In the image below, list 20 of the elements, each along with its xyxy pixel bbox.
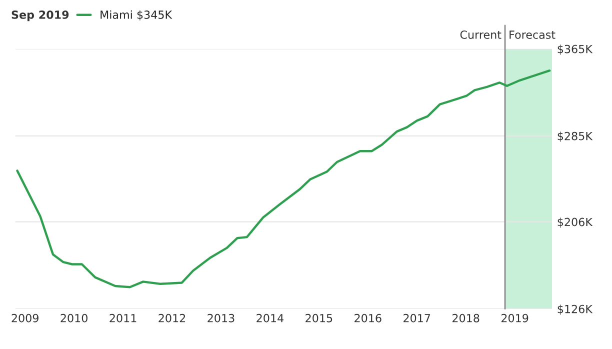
y-tick-label: $126K (558, 304, 593, 315)
x-tick-label: 2011 (110, 314, 136, 322)
legend-label: Miami $345K (100, 10, 172, 20)
x-tick-label: 2010 (60, 314, 88, 322)
x-tick-label: 2009 (12, 314, 38, 322)
ref-line-label: Current (460, 30, 502, 39)
x-tick-label: 2015 (306, 314, 332, 322)
y-tick-label: $365K (558, 44, 593, 55)
y-tick-label: $206K (558, 218, 593, 228)
x-tick-label: 2013 (208, 314, 234, 322)
x-tick-label: 2014 (256, 314, 284, 322)
chart-title: Sep 2019 (12, 10, 69, 22)
line-series (16, 70, 551, 288)
x-tick-label: 2016 (354, 314, 382, 322)
x-tick-label: 2017 (404, 314, 430, 322)
x-tick-label: 2019 (501, 314, 528, 322)
x-tick-label: 2018 (452, 314, 480, 322)
band-label: Forecast (510, 30, 556, 39)
x-tick-label: 2012 (158, 314, 186, 322)
y-tick-label: $285K (558, 132, 593, 142)
